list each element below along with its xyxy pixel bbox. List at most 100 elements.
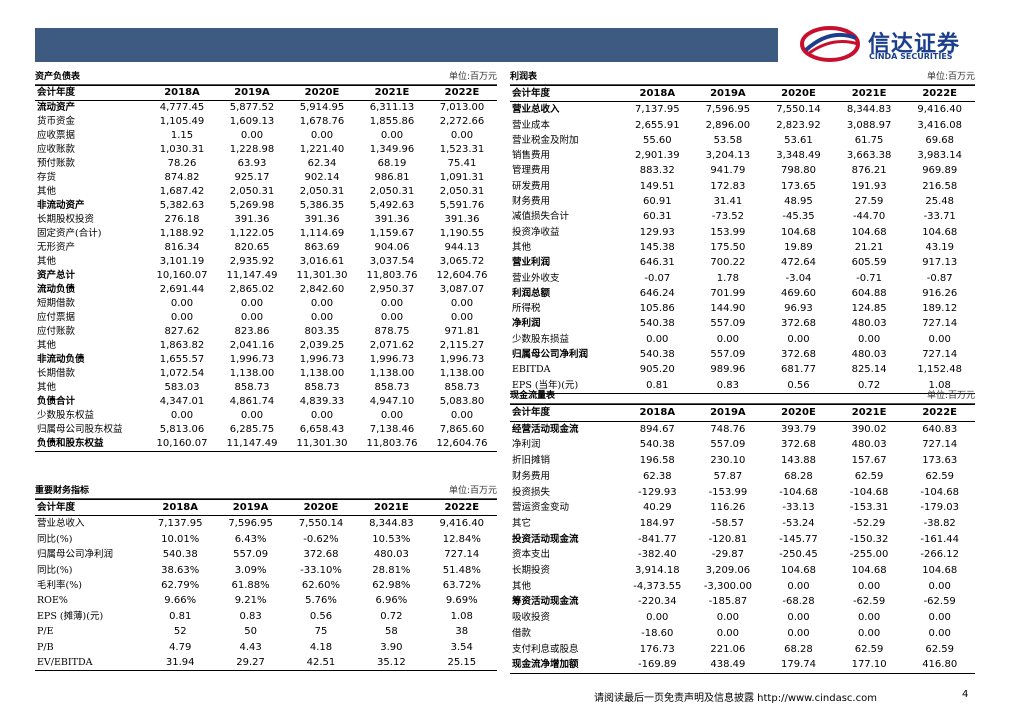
cell: -104.68 bbox=[779, 486, 818, 498]
cell: 390.02 bbox=[851, 423, 887, 435]
row-label: 货币资金 bbox=[37, 116, 76, 127]
cell: 0.00 bbox=[310, 410, 334, 421]
cell: 3.90 bbox=[380, 641, 403, 653]
table-title-bar: 现金流量表 单位:百万元 bbox=[510, 389, 975, 404]
cell: 894.67 bbox=[639, 423, 675, 435]
row-label: 营业总收入 bbox=[37, 518, 85, 530]
cell: 10,160.07 bbox=[147, 437, 217, 452]
table-row: P/E 52 50 75 58 38 bbox=[35, 624, 497, 639]
cell: 5,382.63 bbox=[159, 200, 205, 211]
cell: 48.95 bbox=[784, 196, 813, 208]
row-label: EPS (摊薄)(元) bbox=[37, 610, 104, 622]
cell: 827.62 bbox=[164, 326, 200, 337]
column-header: 2019A bbox=[692, 404, 764, 422]
cell: 62.59 bbox=[854, 643, 884, 655]
row-label: 其他 bbox=[37, 382, 57, 393]
table-row: 经营活动现金流 894.67 748.76 393.79 390.02 640.83 bbox=[510, 421, 975, 437]
cell: 727.14 bbox=[922, 318, 958, 330]
cell: 2,896.00 bbox=[705, 119, 751, 131]
cell: 116.26 bbox=[710, 502, 746, 514]
table-row: 借款 -18.60 0.00 0.00 0.00 0.00 bbox=[510, 626, 975, 642]
row-label: 少数股东权益 bbox=[37, 410, 95, 421]
cell: 2,691.44 bbox=[159, 284, 205, 295]
cell: 2,041.16 bbox=[229, 340, 275, 351]
table-row: 固定资产(合计) 1,188.92 1,122.05 1,114.69 1,159.67… bbox=[35, 227, 497, 241]
cell: 0.00 bbox=[240, 298, 264, 309]
cell: 3,416.08 bbox=[917, 119, 962, 131]
cell: 1,138.00 bbox=[439, 368, 485, 379]
row-label: 非流动资产 bbox=[37, 200, 85, 211]
cell: 0.00 bbox=[450, 410, 474, 421]
cell: 3,087.07 bbox=[439, 284, 485, 295]
cell: 5,083.80 bbox=[439, 396, 485, 407]
row-label: 长期借款 bbox=[37, 368, 76, 379]
cell: 0.00 bbox=[787, 612, 810, 624]
cell: -33.10% bbox=[300, 564, 342, 576]
row-label: 归属母公司净利润 bbox=[37, 549, 114, 561]
cell: -62.59 bbox=[923, 596, 956, 608]
cell: -250.45 bbox=[779, 549, 818, 561]
cell: 60.31 bbox=[642, 211, 672, 223]
cell: 816.34 bbox=[164, 242, 200, 253]
table-row: 净利润 540.38 557.09 372.68 480.03 727.14 bbox=[510, 437, 975, 453]
table-row: 长期股权投资 276.18 391.36 391.36 391.36 391.36 bbox=[35, 213, 497, 227]
row-label: 资本支出 bbox=[512, 549, 551, 561]
cell: -62.59 bbox=[852, 596, 886, 608]
cell: -3,300.00 bbox=[703, 580, 752, 592]
cell: 57.87 bbox=[713, 470, 743, 482]
page-number: 4 bbox=[962, 689, 969, 700]
cell: 0.00 bbox=[310, 312, 334, 323]
cell: 29.27 bbox=[215, 655, 286, 672]
cell: 701.99 bbox=[710, 287, 746, 299]
cell: 104.68 bbox=[922, 226, 958, 238]
table-row: 折旧摊销 196.58 230.10 143.88 157.67 173.63 bbox=[510, 453, 975, 469]
cell: 191.93 bbox=[851, 180, 887, 192]
row-label: 其它 bbox=[512, 517, 532, 529]
cell: 1,996.73 bbox=[439, 354, 485, 365]
cell: 61.88% bbox=[231, 580, 270, 592]
cell: 4,777.45 bbox=[159, 102, 205, 113]
cell: -18.60 bbox=[641, 627, 674, 639]
cell: -4,373.55 bbox=[633, 580, 682, 592]
column-header: 2022E bbox=[427, 85, 497, 101]
cell: 1.78 bbox=[716, 272, 740, 284]
cell: 2,272.66 bbox=[439, 116, 485, 127]
cell: 7,550.14 bbox=[776, 104, 821, 116]
cell: 820.65 bbox=[234, 242, 270, 253]
row-label: EPS (当年)(元) bbox=[510, 377, 622, 394]
cell: -841.77 bbox=[637, 533, 677, 545]
cell: 803.35 bbox=[304, 326, 340, 337]
cell: 173.63 bbox=[922, 455, 958, 467]
cell: 7,137.95 bbox=[635, 104, 680, 116]
cell: 2,050.31 bbox=[439, 186, 485, 197]
cell: 172.83 bbox=[710, 180, 746, 192]
row-label: 毛利率(%) bbox=[37, 580, 82, 592]
cell: 646.24 bbox=[639, 287, 675, 299]
table-row: 资本支出 -382.40 -29.87 -250.45 -255.00 -266.12 bbox=[510, 547, 975, 563]
cell: 858.73 bbox=[304, 382, 340, 393]
cell: 0.72 bbox=[833, 377, 905, 394]
cell: 472.64 bbox=[780, 257, 816, 269]
cell: 1,609.13 bbox=[229, 116, 275, 127]
cell: -44.70 bbox=[852, 211, 886, 223]
cell: 1,523.31 bbox=[439, 144, 485, 155]
table-row: 其他 145.38 175.50 19.89 21.21 43.19 bbox=[510, 240, 975, 255]
cell: 540.38 bbox=[162, 549, 198, 561]
cell: 11,803.76 bbox=[366, 270, 418, 281]
column-header: 会计年度 bbox=[510, 84, 622, 103]
cell: 748.76 bbox=[710, 423, 746, 435]
column-header: 2018A bbox=[622, 84, 693, 103]
table-unit: 单位:百万元 bbox=[926, 391, 975, 401]
cell: -53.24 bbox=[782, 517, 815, 529]
row-label: 研发费用 bbox=[512, 180, 551, 192]
row-label: 筹资活动现金流 bbox=[512, 596, 579, 608]
cell: 9,416.40 bbox=[439, 518, 485, 530]
cell: 905.20 bbox=[639, 364, 675, 376]
table-row: 吸收投资 0.00 0.00 0.00 0.00 0.00 bbox=[510, 610, 975, 626]
cell: 0.00 bbox=[787, 627, 810, 639]
row-label: 营业利润 bbox=[512, 257, 551, 269]
cell: 63.72% bbox=[442, 580, 481, 592]
row-label: 管理费用 bbox=[512, 165, 551, 177]
cell: 216.58 bbox=[922, 180, 958, 192]
row-label: 支付利息或股息 bbox=[512, 643, 579, 655]
